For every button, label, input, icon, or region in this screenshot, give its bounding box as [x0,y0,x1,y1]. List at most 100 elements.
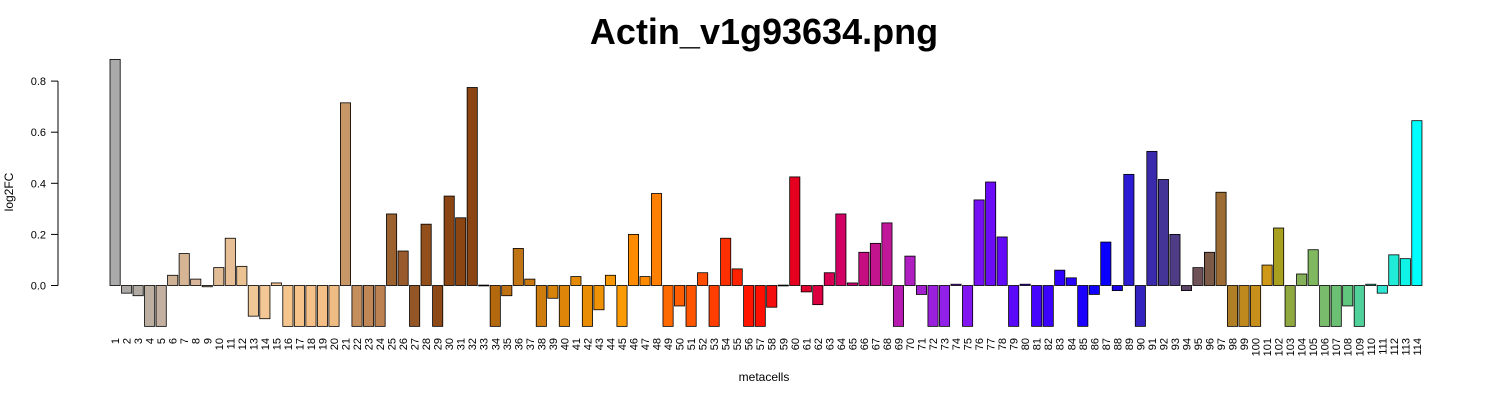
x-tick-label-4: 4 [145,338,157,344]
bar-107 [1330,285,1342,327]
bar-59 [777,284,789,287]
bar-65 [846,282,858,286]
x-tick-label-48: 48 [652,338,664,350]
x-tick-label-11: 11 [225,338,237,349]
x-tick-label-20: 20 [329,338,341,350]
bar-7 [178,253,190,286]
x-tick-label-8: 8 [191,338,203,344]
bar-69 [892,285,904,327]
x-tick-label-97: 97 [1216,338,1228,350]
x-tick-label-82: 82 [1043,338,1055,350]
x-tick-label-33: 33 [479,338,491,350]
x-tick-label-9: 9 [202,338,214,344]
x-tick-label-63: 63 [824,338,836,350]
bar-10 [213,267,225,286]
bar-96 [1204,251,1216,286]
y-tick-label: 0.8 [31,76,46,88]
x-tick-label-114: 114 [1412,338,1424,356]
bar-86 [1088,285,1100,295]
x-tick-label-17: 17 [294,338,306,350]
bar-37 [524,278,536,286]
x-tick-label-69: 69 [893,338,905,350]
bar-34 [489,285,501,327]
bar-2 [121,285,133,294]
x-tick-label-98: 98 [1228,338,1240,350]
x-tick-label-10: 10 [214,338,226,350]
x-tick-label-21: 21 [341,338,353,350]
bar-110 [1365,283,1377,286]
x-tick-label-102: 102 [1274,338,1286,356]
x-tick-label-80: 80 [1020,338,1032,350]
x-tick-label-93: 93 [1170,338,1182,350]
x-tick-label-37: 37 [525,338,537,350]
bar-47 [639,276,651,286]
bar-18 [305,285,317,327]
bar-54 [720,237,732,286]
x-tick-label-38: 38 [536,338,548,350]
y-axis: 0.0 0.2 0.4 0.6 0.8 [31,76,59,293]
bar-25 [386,213,398,286]
x-tick-label-28: 28 [421,338,433,350]
x-tick-label-41: 41 [571,338,583,350]
bar-70 [904,255,916,286]
x-tick-label-101: 101 [1262,338,1274,356]
x-tick-label-55: 55 [732,338,744,350]
bar-100 [1250,285,1262,327]
bar-111 [1376,285,1388,294]
x-tick-label-18: 18 [306,338,318,350]
x-tick-label-47: 47 [640,338,652,350]
bar-85 [1077,285,1089,327]
x-tick-label-19: 19 [317,338,329,350]
chart-title: Actin_v1g93634.png [590,11,938,52]
bar-113 [1399,258,1411,286]
bar-9 [201,285,213,288]
bar-44 [604,274,616,286]
x-tick-label-88: 88 [1112,338,1124,350]
bar-102 [1273,227,1285,286]
y-tick-label: 0.0 [31,281,46,293]
x-tick-label-7: 7 [179,338,191,344]
x-tick-label-79: 79 [1009,338,1021,350]
x-tick-label-12: 12 [237,338,249,350]
x-tick-label-60: 60 [790,338,802,350]
x-tick-label-26: 26 [398,338,410,350]
bar-13 [247,285,259,317]
bar-36 [512,248,524,286]
x-tick-label-89: 89 [1124,338,1136,350]
x-tick-label-103: 103 [1285,338,1297,356]
x-tick-label-49: 49 [663,338,675,350]
x-tick-label-99: 99 [1239,338,1251,350]
bar-84 [1065,277,1077,286]
x-tick-label-53: 53 [709,338,721,350]
bar-32 [466,87,478,286]
bar-72 [927,285,939,327]
bar-83 [1054,269,1066,286]
x-tick-label-24: 24 [375,338,387,350]
bar-93 [1169,233,1181,286]
bar-76 [973,199,985,286]
x-tick-label-51: 51 [686,338,698,350]
x-tick-label-25: 25 [387,338,399,350]
bar-43 [593,285,605,311]
x-tick-label-29: 29 [433,338,445,350]
bar-5 [155,285,167,327]
bar-11 [224,237,236,286]
bar-109 [1353,285,1365,327]
x-tick-label-81: 81 [1032,338,1044,350]
bar-3 [132,285,144,297]
bar-39 [547,285,559,299]
bar-68 [881,222,893,286]
bar-95 [1192,267,1204,286]
bar-89 [1123,173,1135,286]
bar-57 [754,285,766,327]
bar-53 [708,285,720,327]
bar-12 [236,265,248,286]
y-tick-label: 0.4 [31,178,46,190]
bar-71 [916,285,928,295]
x-tick-label-6: 6 [168,338,180,344]
x-tick-label-87: 87 [1101,338,1113,350]
bar-8 [190,278,202,286]
x-tick-label-13: 13 [248,338,260,350]
x-tick-label-27: 27 [410,338,422,350]
